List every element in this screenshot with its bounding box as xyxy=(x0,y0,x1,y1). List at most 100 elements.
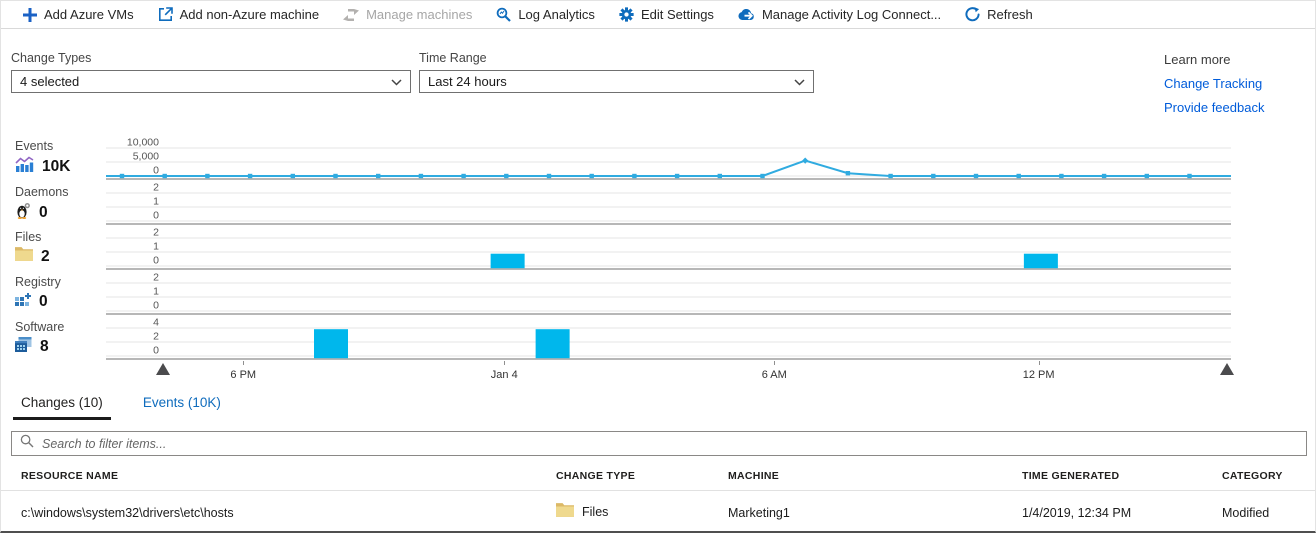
cell-change-type-label: Files xyxy=(582,504,609,519)
time-range-select[interactable]: Last 24 hours xyxy=(419,70,814,93)
search-box xyxy=(11,431,1307,456)
software-label: Software xyxy=(15,320,65,334)
daemons-count: 0 xyxy=(39,204,48,221)
chart-legend-files: Files 2 xyxy=(15,230,105,266)
svg-text:5,000: 5,000 xyxy=(133,151,159,163)
axis-label: 6 PM xyxy=(230,369,257,381)
toolbar-label: Add Azure VMs xyxy=(44,7,134,22)
search-icon xyxy=(20,434,34,453)
plus-icon xyxy=(23,7,37,22)
axis-label: 6 AM xyxy=(761,369,787,381)
column-header-resource-name[interactable]: RESOURCE NAME xyxy=(21,470,119,482)
toolbar-label: Edit Settings xyxy=(640,7,714,22)
cell-category: Modified xyxy=(1222,506,1270,520)
provide-feedback-link[interactable]: Provide feedback xyxy=(1164,100,1265,115)
chart-row-events: 10,000 5,000 0 xyxy=(106,137,1231,180)
registry-count: 0 xyxy=(39,293,48,310)
svg-text:0: 0 xyxy=(153,300,159,312)
chart-legend-software: Software 8 xyxy=(15,320,105,357)
toolbar-label: Manage Activity Log Connect... xyxy=(761,7,942,22)
edit-settings-button[interactable]: Edit Settings xyxy=(607,1,726,28)
chevron-down-icon xyxy=(794,74,805,89)
software-count: 8 xyxy=(40,338,49,355)
chart-row-daemons: 2 1 0 xyxy=(106,182,1231,225)
column-header-category[interactable]: CATEGORY xyxy=(1222,470,1283,482)
add-non-azure-machine-button[interactable]: Add non-Azure machine xyxy=(146,1,331,28)
change-tracking-link[interactable]: Change Tracking xyxy=(1164,76,1263,91)
log-analytics-icon xyxy=(496,7,512,22)
gear-icon xyxy=(619,7,634,22)
manage-machines-button: Manage machines xyxy=(331,1,484,28)
svg-text:1: 1 xyxy=(153,196,159,208)
chevron-down-icon xyxy=(391,74,402,89)
files-label: Files xyxy=(15,230,42,244)
refresh-button[interactable]: Refresh xyxy=(953,1,1045,28)
registry-label: Registry xyxy=(15,275,61,289)
files-count: 2 xyxy=(41,247,50,265)
cell-time-generated: 1/4/2019, 12:34 PM xyxy=(1022,506,1132,520)
manage-activity-log-connect-button[interactable]: Manage Activity Log Connect... xyxy=(726,1,953,28)
svg-text:4: 4 xyxy=(153,317,159,329)
svg-text:0: 0 xyxy=(153,165,159,177)
axis-tick xyxy=(243,361,245,365)
svg-text:10,000: 10,000 xyxy=(127,137,159,149)
change-types-value: 4 selected xyxy=(20,74,80,89)
toolbar-label: Manage machines xyxy=(366,7,473,22)
registry-icon xyxy=(15,292,31,312)
time-axis: 6 PM Jan 4 6 AM 12 PM xyxy=(106,360,1234,390)
events-chart-icon xyxy=(15,156,34,177)
manage-machines-icon xyxy=(343,8,360,21)
software-icon xyxy=(15,337,32,357)
svg-text:2: 2 xyxy=(153,272,159,284)
cell-change-type: Files xyxy=(556,503,608,520)
daemons-label: Daemons xyxy=(15,185,69,199)
axis-tick xyxy=(774,361,776,365)
column-header-time-generated[interactable]: TIME GENERATED xyxy=(1022,470,1120,482)
tab-changes[interactable]: Changes (10) xyxy=(13,392,111,420)
activity-log-connect-icon xyxy=(738,8,755,21)
chart-row-software: 4 2 0 xyxy=(106,317,1231,360)
time-range-label: Time Range xyxy=(419,51,487,65)
learn-more-section: Learn more Change Tracking Provide feedb… xyxy=(1164,48,1264,120)
toolbar-label: Refresh xyxy=(987,7,1033,22)
learn-more-title: Learn more xyxy=(1164,52,1231,67)
svg-text:0: 0 xyxy=(153,210,159,222)
range-start-handle[interactable] xyxy=(156,363,171,375)
svg-text:1: 1 xyxy=(153,286,159,298)
range-end-handle[interactable] xyxy=(1219,363,1234,375)
axis-label: Jan 4 xyxy=(490,369,518,381)
axis-tick xyxy=(1038,361,1040,365)
toolbar-label: Log Analytics xyxy=(518,7,595,22)
table-header: RESOURCE NAME CHANGE TYPE MACHINE TIME G… xyxy=(1,465,1315,491)
folder-icon xyxy=(15,247,33,266)
tab-events[interactable]: Events (10K) xyxy=(142,395,221,410)
folder-icon xyxy=(556,503,574,520)
add-azure-vms-button[interactable]: Add Azure VMs xyxy=(11,1,146,28)
events-count: 10K xyxy=(42,157,71,175)
chart-legend-events: Events 10K xyxy=(15,139,105,177)
svg-text:2: 2 xyxy=(153,182,159,194)
change-timeline-chart: 10,000 5,000 0 2 1 0 2 1 0 2 1 0 4 2 0 xyxy=(106,135,1231,361)
svg-text:0: 0 xyxy=(153,255,159,267)
chart-legend-registry: Registry 0 xyxy=(15,275,105,312)
log-analytics-button[interactable]: Log Analytics xyxy=(484,1,607,28)
toolbar: Add Azure VMs Add non-Azure machine Mana… xyxy=(1,1,1315,29)
events-label: Events xyxy=(15,139,54,153)
chart-row-files: 2 1 0 xyxy=(106,227,1231,270)
search-input[interactable] xyxy=(42,436,1298,451)
column-header-change-type[interactable]: CHANGE TYPE xyxy=(556,470,636,482)
cell-machine: Marketing1 xyxy=(728,506,790,520)
svg-text:2: 2 xyxy=(153,331,159,343)
svg-text:0: 0 xyxy=(153,345,159,357)
cell-resource-name: c:\windows\system32\drivers\etc\hosts xyxy=(21,506,234,520)
axis-tick xyxy=(504,361,506,365)
tab-bar: Changes (10) Events (10K) xyxy=(13,392,229,420)
change-types-select[interactable]: 4 selected xyxy=(11,70,411,93)
column-header-machine[interactable]: MACHINE xyxy=(728,470,780,482)
refresh-icon xyxy=(965,7,980,22)
toolbar-label: Add non-Azure machine xyxy=(179,7,320,22)
table-row[interactable]: c:\windows\system32\drivers\etc\hosts Fi… xyxy=(1,491,1315,531)
chart-legend-daemons: Daemons 0 xyxy=(15,185,105,224)
svg-text:2: 2 xyxy=(153,227,159,239)
